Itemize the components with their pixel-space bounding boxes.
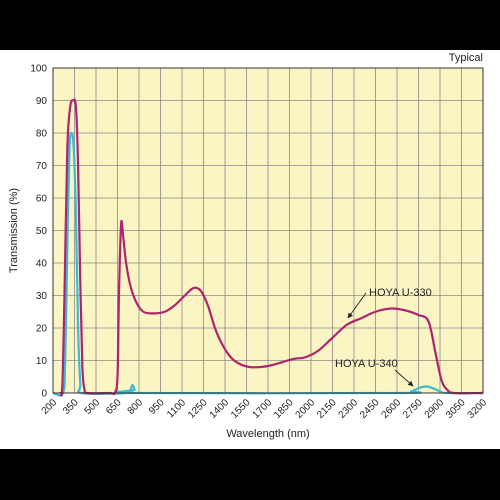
annotations: HOYA U-330 HOYA U-340 (335, 287, 432, 387)
annotation-label: HOYA U-340 (335, 358, 398, 370)
plot-frame (52, 67, 484, 394)
x-tick-label: 1550 (229, 397, 253, 421)
y-tick-label: 100 (30, 64, 47, 75)
x-tick-label: 950 (147, 397, 167, 417)
x-tick-labels: 200 350 500 650 800 9501100125014001550170018… (40, 397, 490, 421)
annotation-arrow (394, 369, 414, 387)
x-tick-label: 2600 (380, 397, 404, 421)
x-tick-label: 2000 (294, 397, 318, 421)
y-tick-label: 30 (36, 291, 48, 302)
y-tick-label: 80 (36, 129, 48, 140)
y-tick-label: 70 (36, 161, 48, 172)
x-tick-label: 2300 (337, 397, 361, 421)
y-tick-label: 40 (36, 259, 48, 270)
y-tick-labels: 0 10 20 30 40 50 60 70 80 90 100 (30, 64, 47, 400)
y-tick-label: 0 (41, 389, 47, 400)
x-tick-label: 1400 (208, 397, 232, 421)
y-tick-label: 50 (36, 226, 48, 237)
x-tick-label: 1250 (186, 397, 210, 421)
x-tick-label: 2150 (315, 397, 339, 421)
x-tick-label: 650 (104, 397, 124, 417)
x-tick-label: 2900 (423, 397, 447, 421)
typical-note: Typical (449, 52, 483, 64)
x-axis-label: Wavelength (nm) (226, 428, 309, 440)
x-tick-label: 1700 (251, 397, 275, 421)
y-tick-label: 60 (36, 194, 48, 205)
curves (52, 98, 484, 397)
x-tick-label: 3200 (466, 397, 490, 421)
x-tick-label: 3050 (444, 397, 468, 421)
annotation-arrow (347, 292, 367, 319)
annotation-label: HOYA U-330 (369, 287, 432, 299)
y-tick-label: 10 (36, 356, 48, 367)
x-tick-label: 2450 (358, 397, 382, 421)
top-black-band (0, 0, 500, 50)
x-tick-label: 2750 (401, 397, 425, 421)
x-tick-label: 200 (40, 397, 60, 417)
x-tick-label: 500 (83, 397, 103, 417)
x-tick-label: 1850 (272, 397, 296, 421)
series-line-hoya-u-340 (52, 131, 484, 397)
y-axis-label: Transmission (%) (8, 188, 20, 273)
x-tick-label: 800 (126, 397, 146, 417)
y-tick-label: 90 (36, 96, 48, 107)
bottom-black-band (0, 449, 500, 500)
x-tick-label: 1100 (165, 397, 188, 420)
x-tick-label: 350 (61, 397, 81, 417)
series-line-hoya-u-330 (59, 98, 484, 397)
y-tick-label: 20 (36, 324, 48, 335)
